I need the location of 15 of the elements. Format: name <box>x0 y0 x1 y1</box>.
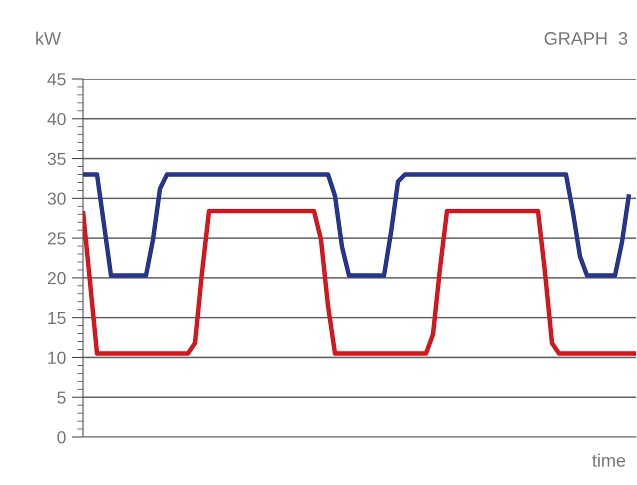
y-axis-title: kW <box>36 32 62 45</box>
y-tick-label: 35 <box>48 152 66 166</box>
y-tick-label: 25 <box>48 232 66 245</box>
y-tick-label: 15 <box>48 312 66 324</box>
line-series <box>83 208 636 356</box>
x-axis-title: time <box>592 454 626 467</box>
y-tick-label: 40 <box>47 112 66 126</box>
chart-title: GRAPH 3 <box>544 32 628 45</box>
y-tick-label: 20 <box>48 272 66 284</box>
y-tick-label: 30 <box>48 192 66 205</box>
y-tick-label: 10 <box>48 352 66 364</box>
line-series <box>83 172 632 278</box>
y-tick-label: 45 <box>47 73 66 86</box>
y-tick-label: 5 <box>57 392 66 404</box>
y-tick-label: 0 <box>57 431 66 444</box>
